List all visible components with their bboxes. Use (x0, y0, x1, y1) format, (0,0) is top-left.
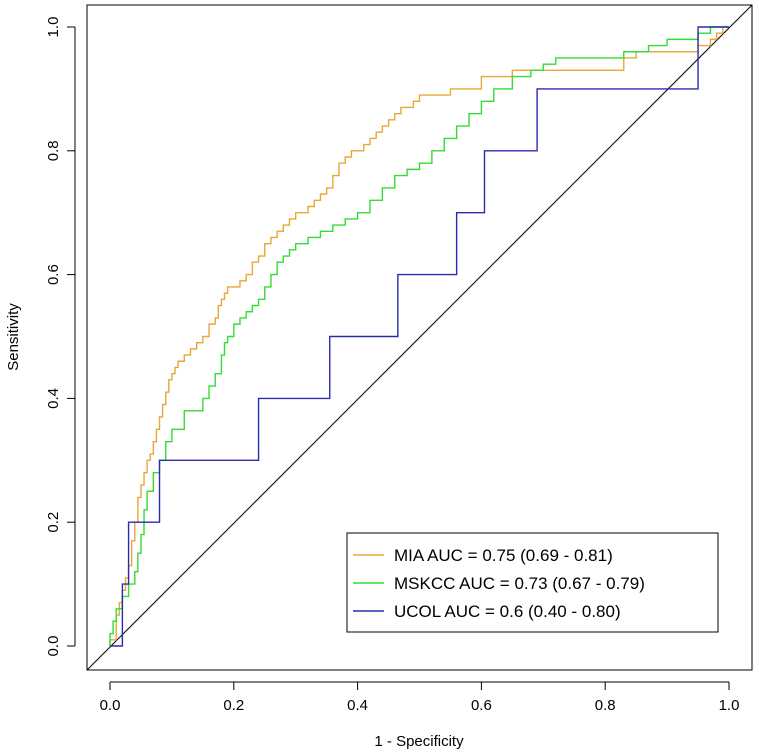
x-tick-label: 0.0 (100, 697, 121, 714)
plot-box (86, 4, 753, 671)
legend-box (346, 532, 719, 633)
y-tick-label: 0.6 (45, 264, 62, 285)
legend-label-ucol: UCOL AUC = 0.6 (0.40 - 0.80) (394, 602, 621, 621)
x-tick-label: 0.2 (223, 697, 244, 714)
series-line-mia (109, 26, 729, 646)
legend-label-mia: MIA AUC = 0.75 (0.69 - 0.81) (394, 546, 613, 565)
y-tick-label: 0.4 (45, 388, 62, 409)
legend: MIA AUC = 0.75 (0.69 - 0.81) MSKCC AUC =… (346, 532, 719, 633)
y-tick-label: 1.0 (45, 17, 62, 38)
x-axis-title: 1 - Specificity (374, 733, 464, 750)
y-tick-layer: 0.0 0.2 0.4 0.6 0.8 1.0 (45, 17, 75, 657)
y-tick-label: 0.0 (45, 636, 62, 657)
series-line-mskcc (109, 26, 729, 646)
y-tick-label: 0.2 (45, 512, 62, 533)
y-axis-title: Sensitivity (5, 303, 22, 371)
series-line-ucol (110, 26, 729, 647)
x-tick-label: 0.6 (471, 697, 492, 714)
series-layer (109, 26, 729, 647)
x-tick-label: 1.0 (719, 697, 740, 714)
legend-label-mskcc: MSKCC AUC = 0.73 (0.67 - 0.79) (394, 574, 645, 593)
x-tick-label: 0.8 (595, 697, 616, 714)
y-tick-label: 0.8 (45, 140, 62, 161)
chance-line (86, 4, 753, 671)
x-tick-layer: 0.0 0.2 0.4 0.6 0.8 1.0 (100, 682, 740, 714)
x-tick-label: 0.4 (347, 697, 368, 714)
